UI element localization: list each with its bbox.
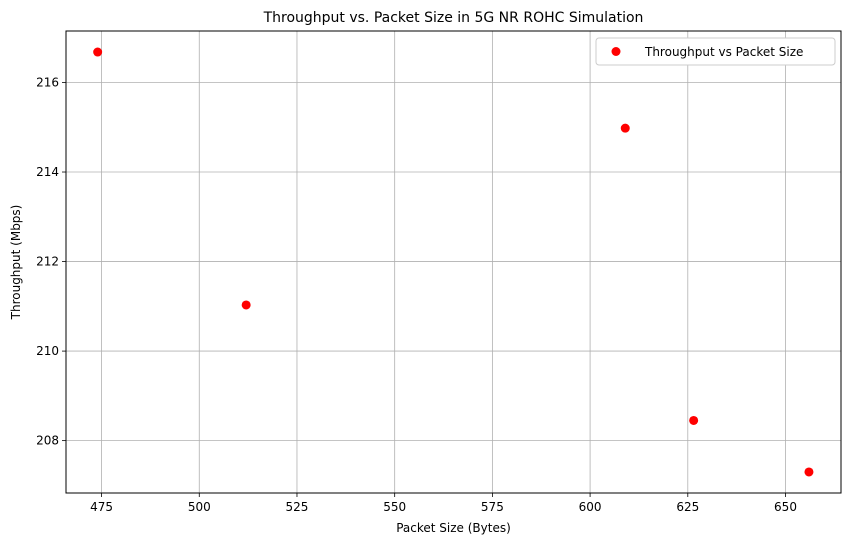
legend: Throughput vs Packet Size — [595, 37, 836, 66]
x-tick-label: 625 — [676, 500, 699, 514]
data-points — [93, 47, 814, 477]
legend-label: Throughput vs Packet Size — [644, 45, 803, 59]
x-tick-label: 650 — [774, 500, 797, 514]
x-axis-ticks: 475 500 525 550 575 600 625 650 — [90, 493, 797, 514]
chart-title: Throughput vs. Packet Size in 5G NR ROHC… — [263, 10, 644, 26]
y-tick-label: 208 — [36, 434, 59, 448]
x-axis-label: Packet Size (Bytes) — [396, 521, 511, 535]
data-point — [93, 47, 103, 57]
data-point — [804, 467, 814, 477]
y-tick-label: 214 — [36, 165, 59, 179]
data-point — [689, 415, 699, 425]
grid — [66, 31, 841, 493]
x-tick-label: 525 — [286, 500, 309, 514]
y-tick-label: 212 — [36, 255, 59, 269]
x-tick-label: 475 — [90, 500, 113, 514]
x-tick-label: 600 — [579, 500, 602, 514]
data-point — [241, 300, 251, 310]
y-axis-ticks: 208 210 212 214 216 — [36, 75, 66, 448]
y-tick-label: 210 — [36, 344, 59, 358]
plot-frame — [65, 30, 842, 494]
y-tick-label: 216 — [36, 75, 59, 89]
x-tick-label: 575 — [481, 500, 504, 514]
x-tick-label: 550 — [383, 500, 406, 514]
x-tick-label: 500 — [188, 500, 211, 514]
y-axis-label: Throughput (Mbps) — [9, 205, 23, 321]
legend-box — [595, 37, 836, 66]
legend-marker — [611, 47, 621, 56]
data-point — [620, 123, 630, 133]
